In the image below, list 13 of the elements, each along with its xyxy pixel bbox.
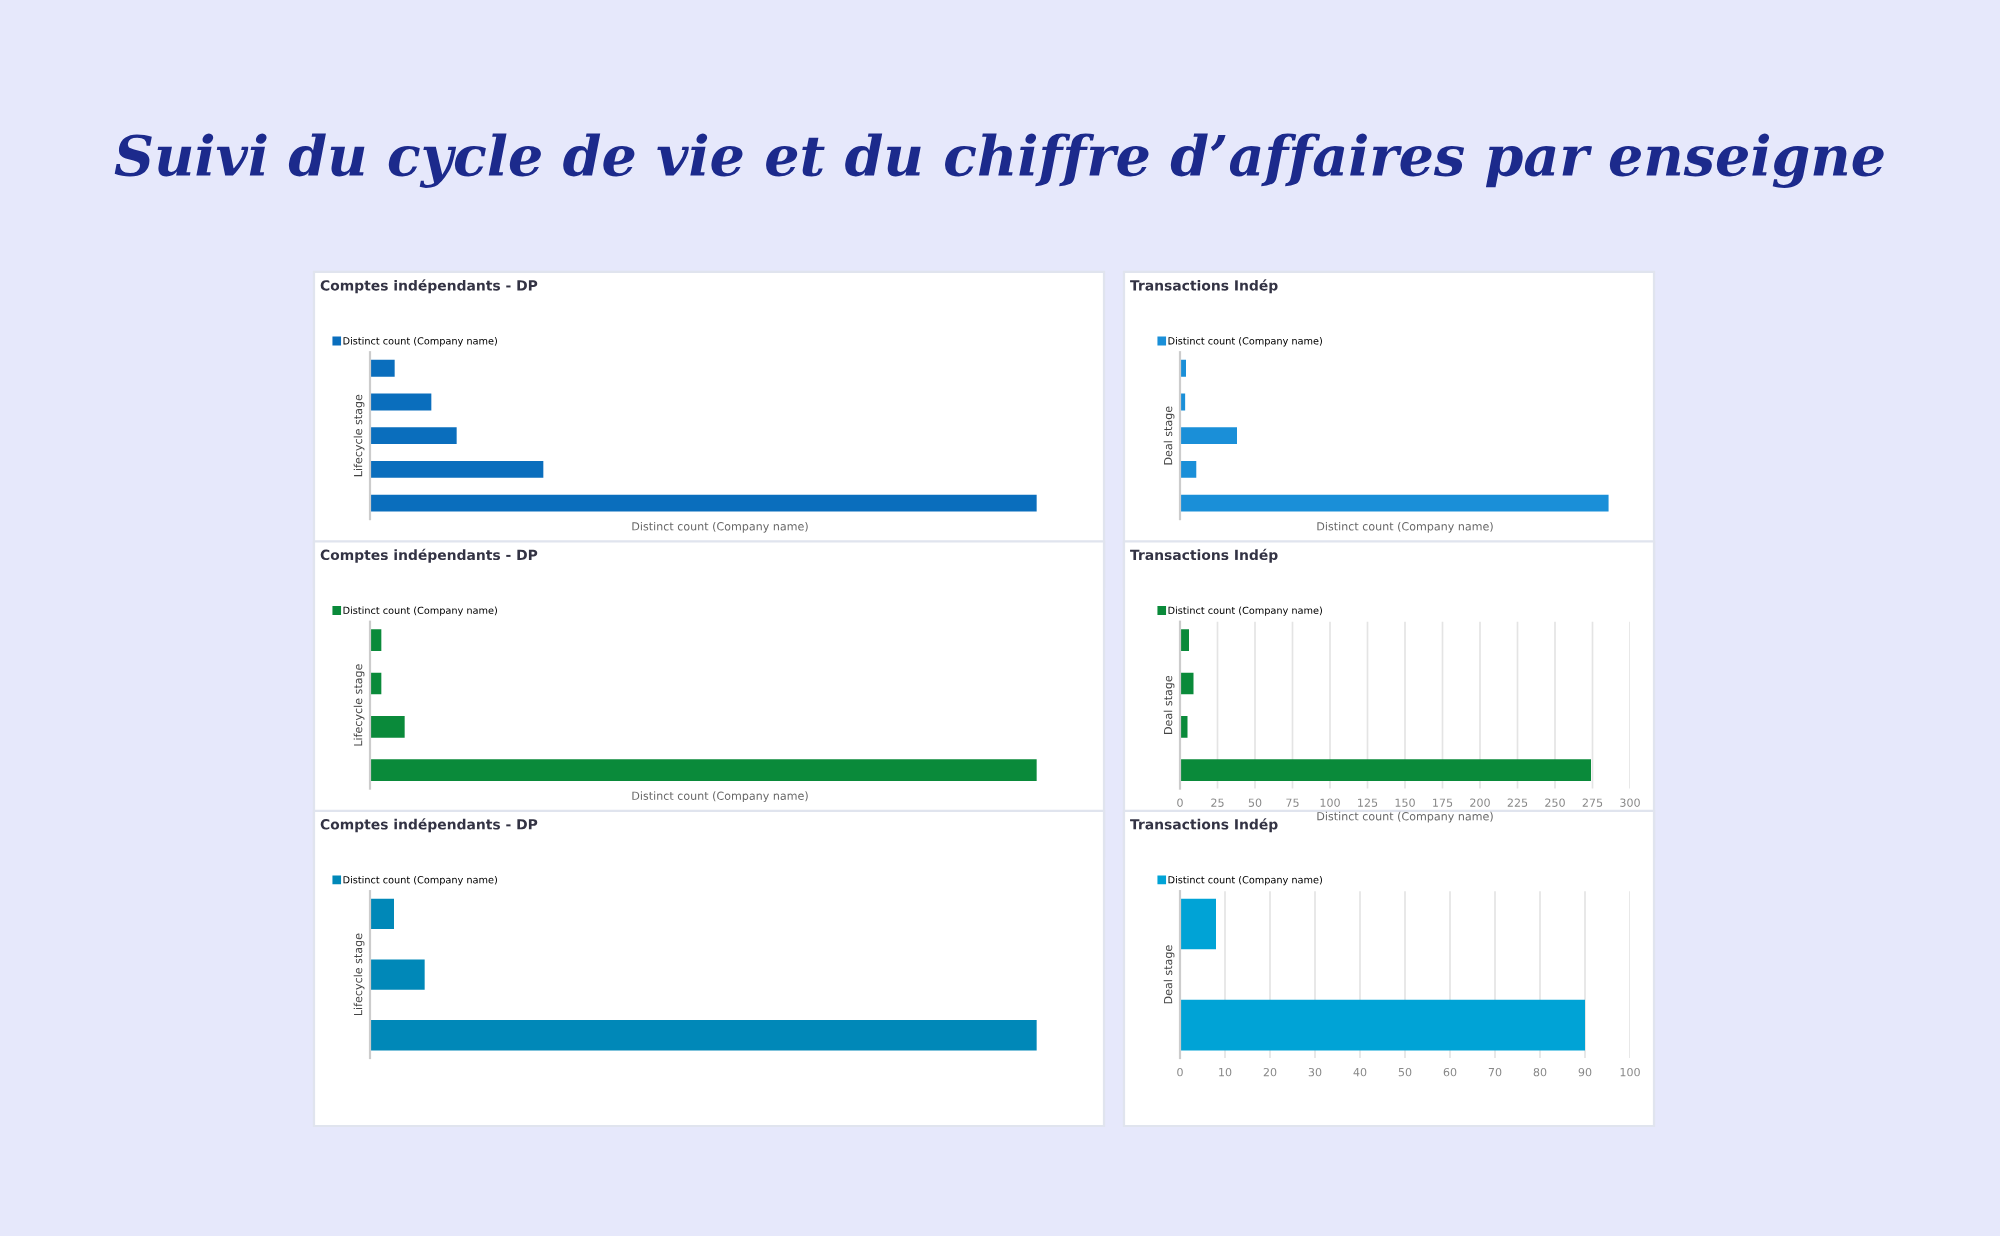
bar (370, 393, 432, 411)
bar (1180, 494, 1609, 512)
bar (370, 460, 544, 478)
bar (370, 359, 395, 377)
bar (370, 427, 457, 445)
bar (1180, 427, 1237, 445)
bar (370, 494, 1037, 512)
text: Suivi du cycle de vie et du chiffre d’affaires par enseigne (114, 133, 1884, 188)
bar (1180, 672, 1194, 695)
bar (1180, 629, 1189, 651)
bar (1180, 715, 1188, 738)
bar (1180, 460, 1197, 478)
bar (1180, 759, 1591, 781)
